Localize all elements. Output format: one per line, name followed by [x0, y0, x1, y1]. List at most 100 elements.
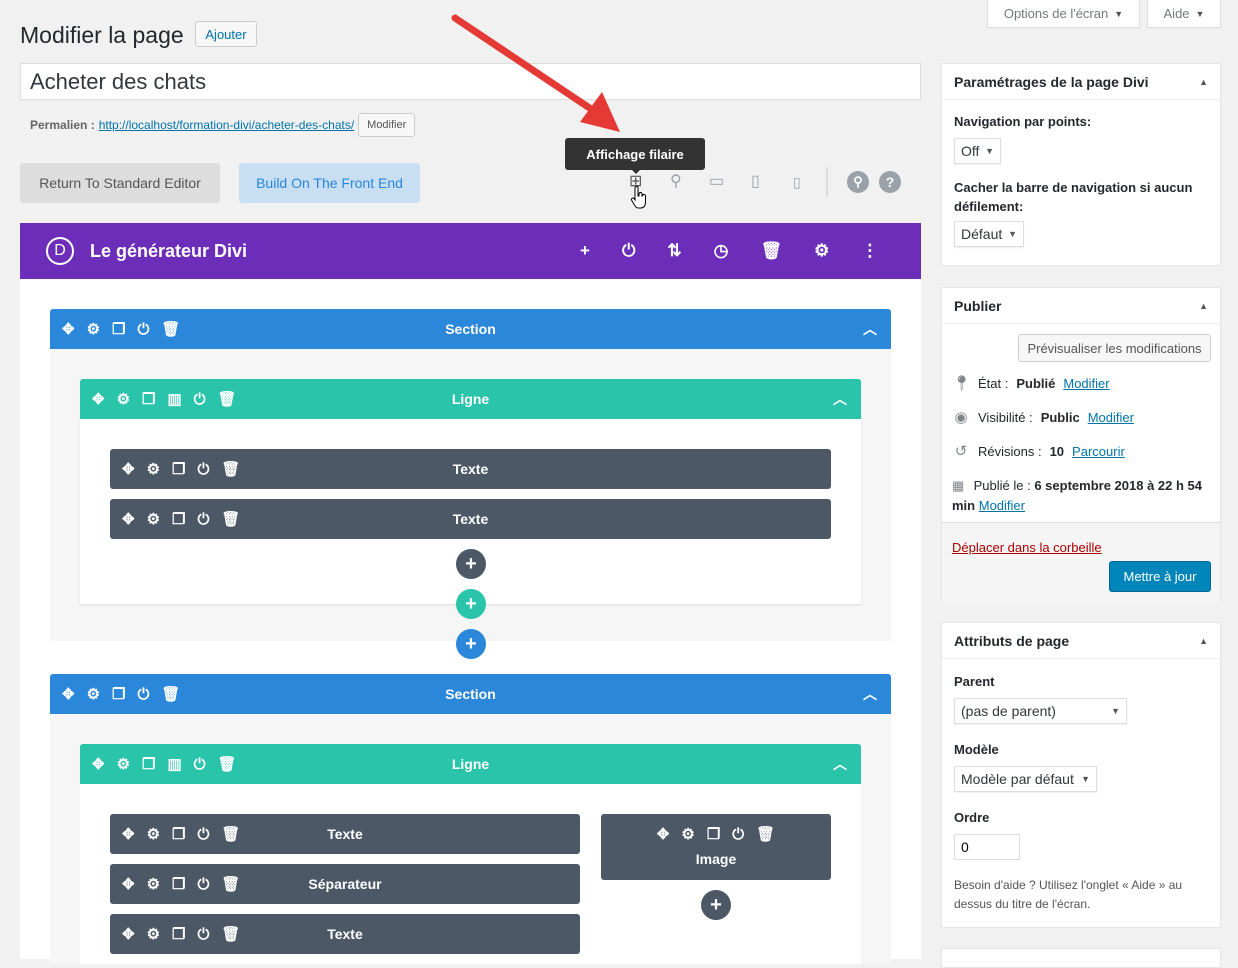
trash-icon[interactable]: 🗑: [217, 756, 237, 773]
clone-icon[interactable]: ❐: [112, 321, 126, 338]
gear-icon[interactable]: ⚙: [146, 876, 161, 893]
permalink-edit-button[interactable]: Modifier: [358, 113, 416, 137]
move-icon[interactable]: ✥: [92, 391, 105, 408]
desktop-view-icon[interactable]: ▭: [709, 173, 725, 190]
power-icon[interactable]: ⏻: [732, 826, 745, 843]
move-icon[interactable]: ✥: [122, 876, 135, 893]
collapse-icon[interactable]: ︿: [833, 391, 847, 407]
visibility-edit-link[interactable]: Modifier: [1087, 409, 1134, 425]
add-icon[interactable]: +: [580, 241, 590, 260]
trash-icon[interactable]: 🗑: [221, 926, 241, 943]
gear-icon[interactable]: ⚙: [814, 241, 830, 260]
collapse-icon[interactable]: ▲: [1199, 635, 1208, 646]
clone-icon[interactable]: ❐: [172, 461, 186, 478]
revisions-link[interactable]: Parcourir: [1072, 443, 1125, 459]
power-icon[interactable]: ⏻: [193, 755, 206, 773]
gear-icon[interactable]: ⚙: [116, 391, 131, 408]
more-icon[interactable]: ⋮: [861, 241, 879, 260]
power-icon[interactable]: ⏻: [197, 875, 210, 893]
move-icon[interactable]: ✥: [122, 826, 135, 843]
row-header[interactable]: ✥ ⚙ ❐ ▥ ⏻ 🗑 Ligne ︿: [80, 744, 861, 784]
columns-icon[interactable]: ▥: [167, 391, 182, 408]
parent-select[interactable]: (pas de parent) ▼: [954, 698, 1127, 724]
trash-icon[interactable]: 🗑: [221, 461, 241, 478]
gear-icon[interactable]: ⚙: [681, 826, 695, 843]
trash-icon[interactable]: 🗑: [161, 686, 181, 703]
trash-icon[interactable]: 🗑: [221, 826, 241, 843]
section-header[interactable]: ✥ ⚙ ❐ ⏻ 🗑 Section ︿: [50, 674, 891, 714]
clone-icon[interactable]: ❐: [142, 756, 156, 773]
standard-editor-button[interactable]: Return To Standard Editor: [20, 163, 220, 203]
collapse-icon[interactable]: ︿: [863, 321, 877, 337]
permalink-link[interactable]: http://localhost/formation-divi/acheter-…: [98, 118, 355, 132]
collapse-icon[interactable]: ▲: [1199, 300, 1208, 311]
power-icon[interactable]: ⏻: [197, 825, 210, 843]
power-icon[interactable]: ⏻: [197, 460, 210, 478]
screen-options-button[interactable]: Options de l'écran ▼: [987, 0, 1140, 28]
collapse-icon[interactable]: ︿: [863, 686, 877, 702]
template-select[interactable]: Modèle par défaut ▼: [954, 766, 1097, 792]
power-icon[interactable]: ⏻: [197, 925, 210, 943]
dot-nav-select[interactable]: Off ▼: [954, 138, 1001, 164]
trash-icon[interactable]: 🗑: [217, 391, 237, 408]
sort-icon[interactable]: ⇅: [667, 241, 682, 260]
module-text[interactable]: ✥ ⚙ ❐ ⏻ 🗑 Texte: [110, 449, 831, 489]
move-icon[interactable]: ✥: [122, 926, 135, 943]
columns-icon[interactable]: ▥: [167, 756, 182, 773]
box-header[interactable]: Attributs de page ▲: [942, 623, 1220, 659]
gear-icon[interactable]: ⚙: [116, 756, 131, 773]
trash-icon[interactable]: 🗑: [161, 321, 181, 338]
power-icon[interactable]: ⏻: [193, 390, 206, 408]
wireframe-view-icon[interactable]: ⊞: [629, 173, 643, 190]
tablet-view-icon[interactable]: ▯: [751, 173, 760, 190]
collapse-icon[interactable]: ︿: [833, 756, 847, 772]
move-icon[interactable]: ✥: [122, 461, 135, 478]
front-end-builder-button[interactable]: Build On The Front End: [239, 163, 420, 203]
order-input[interactable]: [954, 834, 1020, 860]
trash-icon[interactable]: 🗑: [221, 876, 241, 893]
preview-button[interactable]: Prévisualiser les modifications: [1018, 334, 1211, 362]
clone-icon[interactable]: ❐: [706, 826, 721, 843]
add-row-button[interactable]: +: [456, 589, 486, 619]
add-module-button[interactable]: +: [701, 890, 731, 920]
history-icon[interactable]: ◷: [713, 241, 729, 260]
gear-icon[interactable]: ⚙: [146, 926, 161, 943]
clone-icon[interactable]: ❐: [172, 876, 186, 893]
update-button[interactable]: Mettre à jour: [1109, 561, 1211, 592]
date-edit-link[interactable]: Modifier: [978, 498, 1025, 513]
clone-icon[interactable]: ❐: [172, 826, 186, 843]
post-title-input[interactable]: [20, 63, 921, 100]
trash-icon[interactable]: 🗑: [760, 241, 783, 260]
module-text[interactable]: ✥ ⚙ ❐ ⏻ 🗑 Texte: [110, 814, 580, 854]
power-icon[interactable]: ⏻: [197, 510, 210, 528]
clone-icon[interactable]: ❐: [142, 391, 156, 408]
module-text[interactable]: ✥ ⚙ ❐ ⏻ 🗑 Texte: [110, 499, 831, 539]
module-divider[interactable]: ✥ ⚙ ❐ ⏻ 🗑 Séparateur: [110, 864, 580, 904]
trash-link[interactable]: Déplacer dans la corbeille: [952, 540, 1102, 555]
gear-icon[interactable]: ⚙: [146, 826, 161, 843]
module-image[interactable]: ✥ ⚙ ❐ ⏻ 🗑 Image: [601, 814, 831, 880]
power-icon[interactable]: ⏻: [621, 241, 636, 260]
phone-view-icon[interactable]: ▯: [793, 174, 801, 190]
gear-icon[interactable]: ⚙: [86, 321, 101, 338]
status-edit-link[interactable]: Modifier: [1063, 375, 1110, 391]
search-icon[interactable]: ⚲: [847, 171, 869, 193]
gear-icon[interactable]: ⚙: [86, 686, 101, 703]
row-header[interactable]: ✥ ⚙ ❐ ▥ ⏻ 🗑 Ligne ︿: [80, 379, 861, 419]
power-icon[interactable]: ⏻: [137, 685, 150, 703]
clone-icon[interactable]: ❐: [172, 511, 186, 528]
clone-icon[interactable]: ❐: [172, 926, 186, 943]
move-icon[interactable]: ✥: [62, 321, 75, 338]
move-icon[interactable]: ✥: [92, 756, 105, 773]
hide-nav-select[interactable]: Défaut ▼: [954, 221, 1024, 247]
add-new-button[interactable]: Ajouter: [195, 21, 257, 47]
clone-icon[interactable]: ❐: [112, 686, 126, 703]
trash-icon[interactable]: 🗑: [221, 511, 241, 528]
add-section-button[interactable]: +: [456, 629, 486, 659]
module-text[interactable]: ✥ ⚙ ❐ ⏻ 🗑 Texte: [110, 914, 580, 954]
help-icon[interactable]: ?: [879, 171, 901, 193]
move-icon[interactable]: ✥: [62, 686, 75, 703]
box-header[interactable]: Publier ▲: [942, 288, 1220, 324]
gear-icon[interactable]: ⚙: [146, 511, 161, 528]
move-icon[interactable]: ✥: [656, 826, 670, 843]
